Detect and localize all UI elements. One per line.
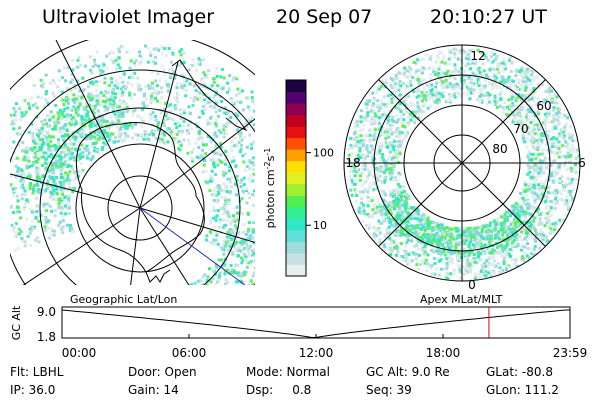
- mode-info: Mode: Normal: [246, 365, 330, 379]
- colorbar-unit-label: photon cm-2s-1: [263, 148, 277, 229]
- antarctica-coastline: [75, 122, 205, 273]
- south-america-coastline: [171, 59, 248, 132]
- colorbar-swatch: [286, 229, 306, 242]
- altitude-ytick-min: 1.8: [37, 330, 56, 344]
- colorbar-swatch: [286, 103, 306, 116]
- mlat-label-60: 60: [536, 99, 551, 113]
- glat-info: GLat: -80.8: [486, 365, 553, 379]
- mlat-label-80: 80: [492, 142, 507, 156]
- magnetic-projection-label: Apex MLat/MLT: [420, 293, 503, 306]
- filter-info: Flt: LBHL: [10, 365, 64, 379]
- colorbar-swatch: [286, 160, 306, 173]
- colorbar-tick-label: 100: [313, 147, 334, 160]
- time-tick-0000: 00:00: [62, 346, 97, 360]
- time-tick-1800: 18:00: [426, 346, 461, 360]
- peninsula-coastline: [145, 269, 171, 283]
- time-tick-2359: 23:59: [553, 346, 588, 360]
- mlt-label-6: 6: [578, 156, 586, 170]
- color-scale-bar: 100 10: [285, 79, 334, 277]
- right-aurora-emission: [347, 47, 580, 281]
- colorbar-swatch: [286, 252, 306, 265]
- colorbar-swatch: [286, 264, 306, 277]
- colorbar-swatch: [286, 149, 306, 162]
- observation-time: 20:10:27 UT: [430, 6, 547, 28]
- altitude-plot: GC Alt 9.0 1.8 00:00 06:00 12:00 18:00 2…: [10, 305, 587, 360]
- colorbar-tick-label: 10: [313, 219, 327, 232]
- altitude-axis-label: GC Alt: [10, 305, 23, 340]
- time-tick-0600: 06:00: [172, 346, 207, 360]
- magnetic-image-panel: 12 18 6 0 60 70 80: [343, 44, 586, 292]
- door-info: Door: Open: [128, 365, 197, 379]
- colorbar-swatch: [286, 114, 306, 127]
- seq-info: Seq: 39: [366, 383, 412, 397]
- colorbar-swatch: [286, 195, 306, 208]
- geographic-image-panel: [10, 40, 255, 285]
- ip-info: IP: 36.0: [10, 383, 55, 397]
- colorbar-swatch: [286, 80, 306, 92]
- left-aurora-emission: [10, 44, 255, 285]
- glon-info: GLon: 111.2: [486, 383, 559, 397]
- dsp-info: Dsp: 0.8: [246, 383, 311, 397]
- magnetic-grid: [343, 44, 581, 282]
- footer-info: Flt: LBHL Door: Open Mode: Normal GC Alt…: [10, 365, 559, 397]
- altitude-ytick-max: 9.0: [37, 305, 56, 319]
- altitude-curve: [61, 309, 570, 338]
- colorbar-swatch: [286, 137, 306, 150]
- mlt-label-18: 18: [345, 156, 360, 170]
- colorbar-swatch: [286, 126, 306, 139]
- mlt-label-0: 0: [468, 278, 476, 292]
- time-tick-1200: 12:00: [299, 346, 334, 360]
- mlt-label-12: 12: [470, 49, 485, 63]
- colorbar-swatch: [286, 172, 306, 185]
- geographic-projection-label: Geographic Lat/Lon: [70, 293, 177, 306]
- colorbar-swatch: [286, 218, 306, 231]
- colorbar-swatch: [286, 183, 306, 196]
- observation-date: 20 Sep 07: [276, 6, 373, 28]
- colorbar-swatch: [286, 206, 306, 219]
- instrument-title: Ultraviolet Imager: [42, 6, 215, 28]
- gc-alt-info: GC Alt: 9.0 Re: [366, 365, 450, 379]
- gain-info: Gain: 14: [128, 383, 179, 397]
- colorbar-swatch: [286, 241, 306, 254]
- colorbar-swatch: [286, 91, 306, 104]
- satellite-ground-track: [139, 207, 246, 285]
- geographic-grid: [10, 40, 255, 285]
- mlat-label-70: 70: [513, 122, 528, 136]
